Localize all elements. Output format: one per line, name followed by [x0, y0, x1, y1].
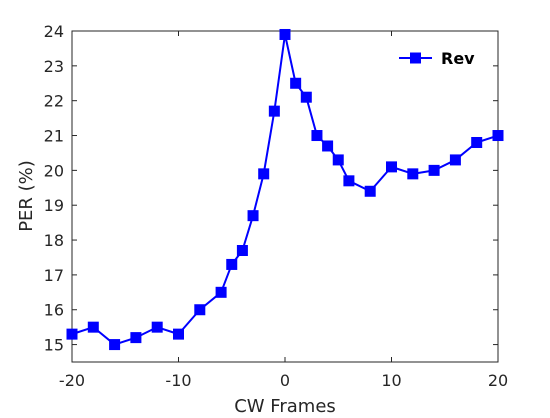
data-point — [151, 321, 163, 333]
data-point — [173, 328, 184, 340]
y-tick-label: 22 — [44, 92, 64, 111]
data-point — [332, 154, 344, 166]
data-point — [364, 185, 376, 197]
data-point — [428, 164, 440, 176]
data-point — [343, 175, 355, 187]
data-point — [407, 168, 419, 180]
x-tick-label: -20 — [59, 371, 85, 390]
axis-ticks: -20 -10 0 10 20 15 16 17 18 19 20 21 22 23 24 — [44, 22, 509, 390]
data-point — [290, 77, 302, 89]
data-point — [386, 161, 397, 173]
y-tick-label: 15 — [44, 336, 64, 355]
y-tick-label: 24 — [44, 22, 64, 41]
data-point — [236, 245, 248, 257]
y-tick-label: 16 — [44, 301, 64, 320]
legend-label-rev: Rev — [441, 49, 475, 68]
y-tick-label: 20 — [44, 161, 64, 180]
x-tick-label: 10 — [381, 371, 401, 390]
x-tick-label: 0 — [280, 371, 290, 390]
data-point — [492, 130, 504, 142]
data-point — [87, 321, 99, 333]
y-tick-label: 21 — [44, 127, 64, 146]
y-axis-label: PER (%) — [16, 160, 37, 232]
data-point — [471, 136, 483, 148]
data-point — [258, 168, 270, 180]
data-point — [279, 28, 291, 40]
data-point — [130, 332, 142, 344]
series-layer — [66, 28, 504, 351]
x-tick-label: -10 — [165, 371, 191, 390]
x-axis-label: CW Frames — [234, 396, 336, 417]
y-tick-label: 19 — [44, 196, 64, 215]
data-point — [226, 258, 238, 270]
plot-area — [71, 30, 499, 363]
legend-marker-rev — [410, 52, 421, 64]
y-tick-label: 17 — [44, 266, 64, 285]
data-point — [109, 339, 121, 351]
data-point — [215, 286, 227, 298]
data-point — [311, 130, 323, 142]
x-tick-label: 20 — [488, 371, 508, 390]
data-point — [300, 91, 312, 103]
y-tick-label: 18 — [44, 231, 64, 250]
legend: Rev — [399, 49, 475, 68]
data-point — [449, 154, 461, 166]
data-point — [268, 105, 280, 117]
data-point — [247, 210, 259, 222]
y-tick-label: 23 — [44, 57, 64, 76]
data-point — [194, 304, 206, 316]
data-point — [322, 140, 334, 152]
data-point — [66, 328, 78, 340]
